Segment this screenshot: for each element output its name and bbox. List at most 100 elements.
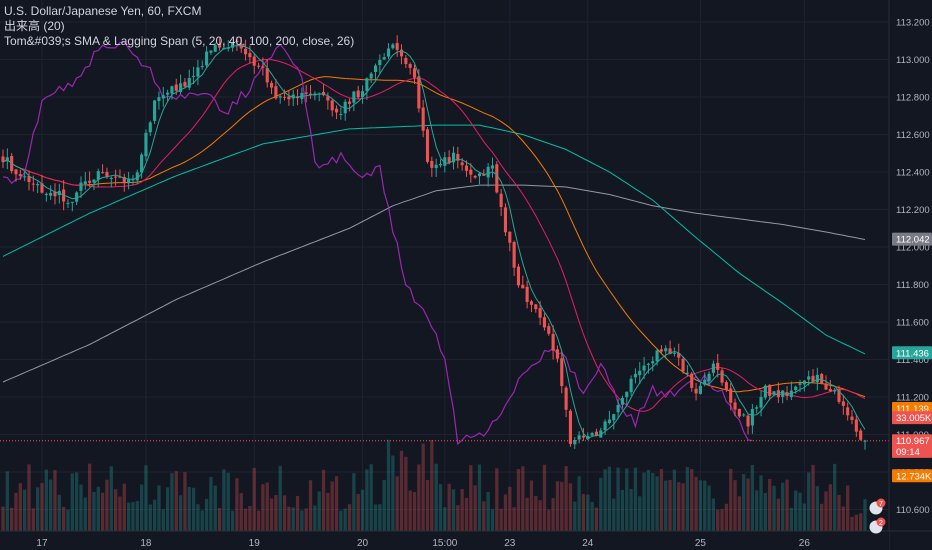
- volume-bar: [456, 505, 460, 531]
- volume-bar: [785, 479, 789, 531]
- candle-body: [391, 44, 395, 49]
- volume-bar: [209, 476, 213, 531]
- volume-bar: [846, 485, 850, 531]
- candle-body: [542, 317, 547, 328]
- volume-bar: [486, 491, 490, 531]
- volume-bar: [18, 483, 22, 531]
- candle: [70, 201, 74, 212]
- volume-bar: [36, 487, 40, 531]
- volume-bar: [607, 466, 612, 531]
- event-icons[interactable]: 72: [869, 498, 886, 534]
- candle: [157, 91, 161, 110]
- candle-body: [716, 362, 720, 370]
- candle-body: [330, 100, 334, 111]
- candle-body: [395, 43, 399, 50]
- volume-bar: [551, 498, 555, 531]
- volume-bar: [10, 507, 14, 531]
- candle-body: [40, 183, 44, 193]
- last-value-badge-label: 111.139: [896, 404, 929, 415]
- volume-bar: [620, 489, 625, 531]
- volume-bar: [265, 482, 269, 531]
- volume-bar: [165, 487, 170, 531]
- candle-body: [573, 440, 577, 445]
- candle-body: [174, 84, 178, 91]
- sma-5-line: [2, 45, 866, 440]
- candle: [542, 313, 547, 331]
- volume-bar: [144, 465, 148, 531]
- sma-100-line: [2, 124, 866, 355]
- candle: [711, 360, 715, 377]
- volume-bar: [633, 467, 638, 531]
- candle: [144, 129, 148, 161]
- candle: [828, 379, 832, 392]
- candle-body: [382, 57, 386, 60]
- candle-body: [79, 182, 83, 191]
- volume-bar: [109, 466, 113, 531]
- event-flag-icon[interactable]: 7: [869, 498, 886, 515]
- candle-body: [677, 353, 681, 358]
- volume-bar: [291, 507, 295, 531]
- volume-bar: [538, 500, 542, 531]
- volume-bar: [707, 485, 711, 531]
- candle-body: [824, 383, 828, 390]
- volume-bar: [139, 484, 144, 531]
- candle: [469, 163, 473, 183]
- candle: [508, 231, 512, 252]
- volume-bar: [152, 499, 157, 531]
- candle-body: [244, 48, 248, 55]
- event-flag-icon[interactable]: 2: [869, 517, 886, 534]
- candle: [577, 431, 581, 444]
- candle: [44, 192, 48, 202]
- candle: [179, 74, 183, 94]
- time-axis[interactable]: 17 18 19 20 15:00 23 24 25 26: [0, 530, 932, 550]
- candle: [724, 380, 728, 393]
- candle-body: [334, 108, 339, 113]
- volume-bar: [863, 499, 867, 531]
- candle: [490, 157, 495, 178]
- candle-body: [620, 398, 624, 405]
- candle: [257, 62, 261, 69]
- candle: [434, 158, 438, 177]
- volume-bar: [317, 491, 321, 531]
- candle-body: [755, 407, 759, 409]
- candle-body: [534, 304, 538, 310]
- volume-bar: [711, 498, 716, 531]
- candle-body: [646, 363, 650, 365]
- candle: [464, 160, 469, 177]
- volume-bar: [373, 504, 378, 531]
- candle-body: [66, 202, 70, 204]
- price-axis[interactable]: 113.200 113.000 112.800 112.600 112.400 112.2…: [888, 0, 932, 550]
- volume-bar: [391, 455, 395, 531]
- candle-body: [568, 410, 573, 444]
- volume-bar: [105, 479, 109, 531]
- price-tick-label: 111.200: [896, 393, 929, 404]
- candle-body: [75, 192, 79, 202]
- candle-body: [629, 378, 633, 393]
- last-value-badge-label: 09:14: [896, 447, 920, 458]
- candle: [438, 159, 443, 168]
- candle: [482, 169, 486, 176]
- candle-body: [321, 91, 326, 96]
- volume-bar: [568, 483, 573, 531]
- candle-body: [668, 348, 672, 355]
- candle: [837, 385, 841, 404]
- candle: [668, 340, 672, 355]
- volume-bar: [503, 494, 508, 531]
- candle-body: [720, 370, 724, 383]
- candle: [166, 89, 170, 102]
- candle: [339, 107, 343, 120]
- volume-bar: [404, 456, 408, 531]
- candle-body: [27, 176, 31, 183]
- volume-bar: [759, 475, 763, 531]
- candle: [599, 427, 603, 438]
- volume-bar: [768, 478, 772, 531]
- candle-body: [179, 83, 183, 92]
- volume-bar: [802, 503, 807, 531]
- candle-body: [737, 408, 741, 417]
- volume-series: [1, 439, 867, 531]
- volume-bar: [781, 482, 785, 531]
- candle: [499, 189, 503, 216]
- volume-bar: [200, 510, 204, 531]
